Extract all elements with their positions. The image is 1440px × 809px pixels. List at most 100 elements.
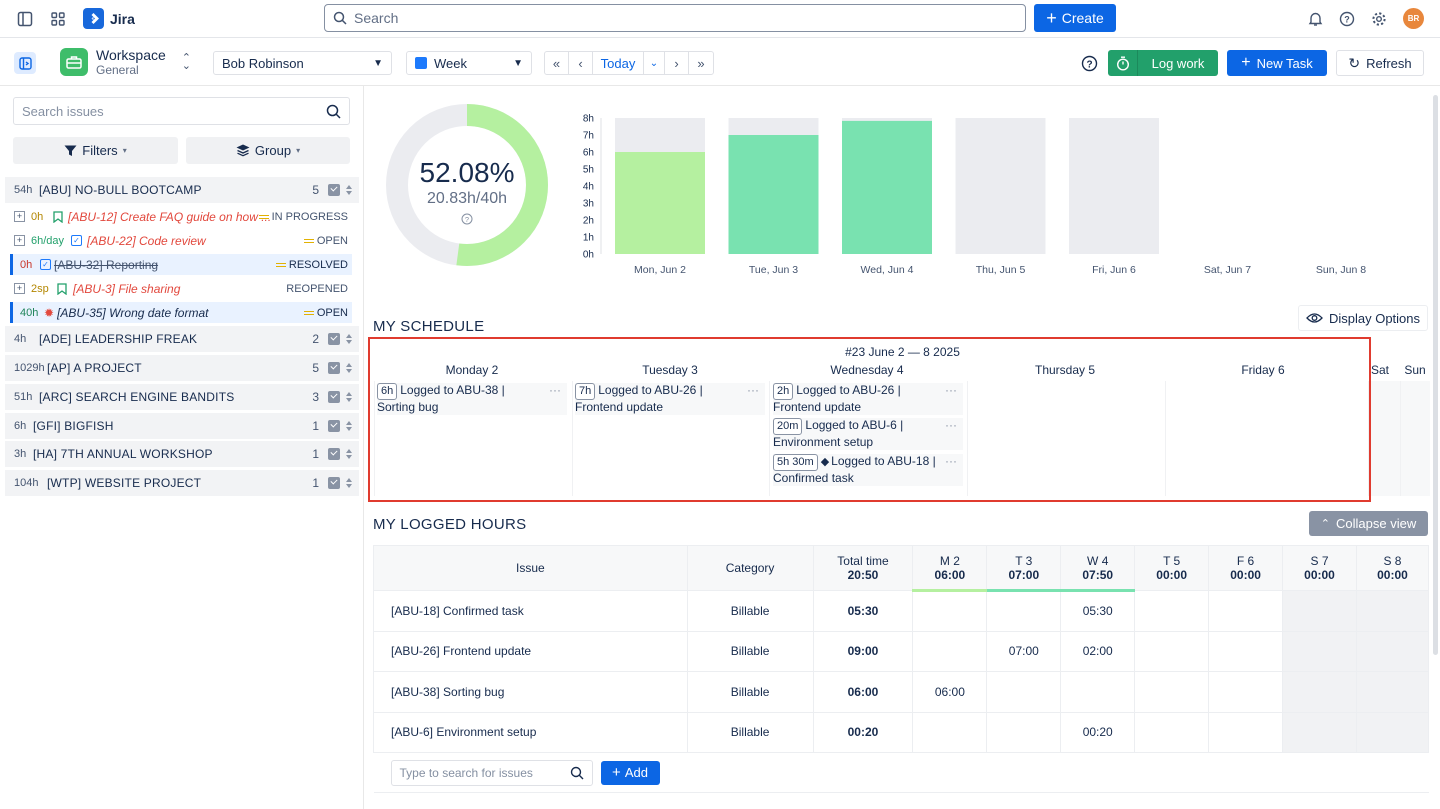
- day-cell[interactable]: [986, 671, 1062, 713]
- user-avatar[interactable]: BR: [1403, 8, 1424, 29]
- issue-row[interactable]: + 6h/day ✓ [ABU-22] Code review OPEN: [10, 230, 352, 251]
- checkbox-icon[interactable]: [328, 184, 340, 196]
- main-scrollbar[interactable]: [1433, 95, 1438, 655]
- global-search-input[interactable]: Search: [324, 4, 1026, 32]
- project-row[interactable]: 1029h [AP] A PROJECT 5: [5, 355, 359, 381]
- day-cell[interactable]: [1208, 590, 1284, 632]
- worklog-entry[interactable]: 2h Logged to ABU-26 | ··· Frontend update: [773, 383, 963, 415]
- day-cell[interactable]: [1282, 711, 1357, 753]
- notifications-icon[interactable]: [1306, 10, 1324, 28]
- sort-icon[interactable]: [346, 185, 353, 195]
- logged-hours-bar[interactable]: [615, 152, 705, 254]
- day-cell[interactable]: [1208, 711, 1284, 753]
- column-header-issue[interactable]: Issue: [373, 545, 688, 591]
- new-task-button[interactable]: + New Task: [1227, 50, 1327, 76]
- day-cell[interactable]: [1282, 630, 1357, 672]
- issue-row[interactable]: 40h ✹ [ABU-35] Wrong date format OPEN: [10, 302, 352, 323]
- schedule-column[interactable]: [572, 381, 769, 496]
- project-row[interactable]: 4h [ADE] LEADERSHIP FREAK 2: [5, 326, 359, 352]
- next-period-icon[interactable]: »: [697, 55, 705, 71]
- previous-period-icon[interactable]: «: [545, 52, 569, 74]
- help-icon[interactable]: ?: [1338, 10, 1356, 28]
- worklog-entry[interactable]: 7h Logged to ABU-26 | ··· Frontend update: [575, 383, 765, 415]
- day-cell[interactable]: [912, 590, 988, 632]
- schedule-column-weekend[interactable]: [1400, 381, 1430, 496]
- help-icon[interactable]: ?: [1080, 54, 1098, 72]
- group-button[interactable]: Group ▾: [186, 137, 350, 164]
- schedule-column[interactable]: [967, 381, 1165, 496]
- project-row[interactable]: 6h [GFI] BIGFISH 1: [5, 413, 359, 439]
- day-cell[interactable]: 07:00: [986, 630, 1062, 672]
- day-cell[interactable]: [1208, 671, 1284, 713]
- table-row[interactable]: [ABU-38] Sorting bug Billable 06:00 06:0…: [373, 671, 1430, 713]
- issue-row[interactable]: + 0h [ABU-12] Create FAQ guide on how ..…: [10, 206, 352, 227]
- day-cell[interactable]: [986, 711, 1062, 753]
- expand-icon[interactable]: +: [14, 211, 25, 222]
- day-cell[interactable]: [1282, 590, 1357, 632]
- add-button[interactable]: + Add: [600, 760, 660, 785]
- workspace-selector[interactable]: Workspace General ⌃ ⌄: [60, 47, 191, 77]
- worklog-entry[interactable]: 6h Logged to ABU-38 | ··· Sorting bug: [377, 383, 567, 415]
- day-cell[interactable]: 02:00: [1060, 630, 1136, 672]
- period-select[interactable]: Week ▼: [406, 51, 532, 75]
- project-row[interactable]: 54h [ABU] NO-BULL BOOTCAMP 5: [5, 177, 359, 203]
- schedule-column[interactable]: [769, 381, 967, 496]
- issue-cell[interactable]: [ABU-38] Sorting bug: [373, 671, 688, 713]
- refresh-button[interactable]: ↻ Refresh: [1336, 50, 1424, 76]
- expand-icon[interactable]: +: [14, 283, 25, 294]
- column-header-category[interactable]: Category: [686, 545, 814, 591]
- logged-hours-bar[interactable]: [842, 120, 932, 254]
- schedule-column[interactable]: [374, 381, 572, 496]
- checkbox-icon[interactable]: [328, 420, 340, 432]
- day-cell[interactable]: 00:20: [1060, 711, 1136, 753]
- day-cell[interactable]: [1134, 711, 1210, 753]
- filters-button[interactable]: Filters ▾: [13, 137, 178, 164]
- sort-icon[interactable]: [346, 392, 353, 402]
- issue-cell[interactable]: [ABU-18] Confirmed task: [373, 590, 688, 632]
- more-options-icon[interactable]: ···: [945, 454, 957, 468]
- table-row[interactable]: [ABU-6] Environment setup Billable 00:20…: [373, 711, 1430, 753]
- issue-cell[interactable]: [ABU-26] Frontend update: [373, 630, 688, 672]
- checkbox-icon[interactable]: [328, 391, 340, 403]
- log-work-button[interactable]: Log work: [1108, 50, 1218, 76]
- more-options-icon[interactable]: ···: [549, 383, 561, 397]
- more-options-icon[interactable]: ···: [747, 383, 759, 397]
- next-day-icon[interactable]: ›: [665, 52, 689, 74]
- issue-row[interactable]: 0h ✓ [ABU-32] Reporting RESOLVED: [10, 254, 352, 275]
- worklog-entry[interactable]: 5h 30m ◆ Logged to ABU-18 | ··· Confirmed …: [773, 454, 963, 486]
- app-switcher-icon[interactable]: [49, 10, 67, 28]
- day-cell[interactable]: [912, 711, 988, 753]
- capacity-bar[interactable]: [955, 118, 1046, 254]
- day-cell[interactable]: [912, 630, 988, 672]
- issue-cell[interactable]: [ABU-6] Environment setup: [373, 711, 688, 753]
- more-options-icon[interactable]: ···: [945, 418, 957, 432]
- schedule-column-weekend[interactable]: [1368, 381, 1400, 496]
- schedule-column[interactable]: [1165, 381, 1368, 496]
- today-button[interactable]: Today: [600, 55, 636, 71]
- sort-icon[interactable]: [346, 363, 353, 373]
- expand-icon[interactable]: +: [14, 235, 25, 246]
- sort-icon[interactable]: [346, 421, 353, 431]
- checkbox-icon[interactable]: [328, 448, 340, 460]
- sidebar-toggle-icon[interactable]: [16, 10, 34, 28]
- day-cell[interactable]: 05:30: [1060, 590, 1136, 632]
- issue-row[interactable]: + 2sp [ABU-3] File sharing REOPENED: [10, 278, 352, 299]
- day-cell[interactable]: [1355, 630, 1430, 672]
- sort-icon[interactable]: [346, 449, 353, 459]
- day-cell[interactable]: [1134, 671, 1210, 713]
- today-dropdown-icon[interactable]: ⌄: [643, 52, 665, 74]
- project-row[interactable]: 3h [HA] 7TH ANNUAL WORKSHOP 1: [5, 441, 359, 467]
- day-cell[interactable]: [1355, 590, 1430, 632]
- panel-toggle-button[interactable]: [14, 52, 36, 74]
- more-options-icon[interactable]: ···: [945, 383, 957, 397]
- table-row[interactable]: [ABU-18] Confirmed task Billable 05:30 0…: [373, 590, 1430, 632]
- sort-icon[interactable]: [346, 478, 353, 488]
- create-button[interactable]: + Create: [1034, 4, 1116, 32]
- worklog-entry[interactable]: 20m Logged to ABU-6 | ··· Environment set…: [773, 418, 963, 450]
- day-cell[interactable]: [1134, 590, 1210, 632]
- day-cell[interactable]: [1355, 711, 1430, 753]
- add-issue-search-input[interactable]: Type to search for issues: [390, 759, 593, 786]
- day-cell[interactable]: [1355, 671, 1430, 713]
- project-row[interactable]: 51h [ARC] SEARCH ENGINE BANDITS 3: [5, 384, 359, 410]
- checkbox-icon[interactable]: [328, 362, 340, 374]
